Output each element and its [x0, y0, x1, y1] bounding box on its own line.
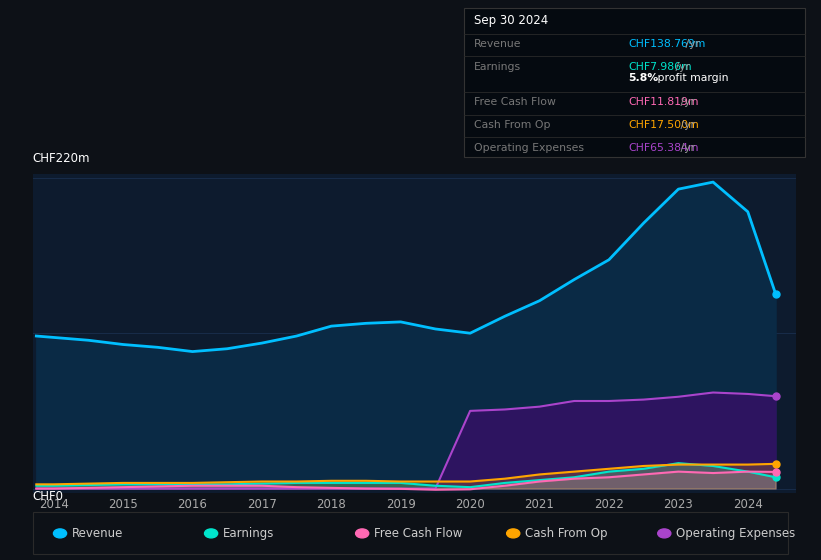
Text: /yr: /yr: [672, 62, 690, 72]
Text: /yr: /yr: [682, 39, 700, 49]
Text: Free Cash Flow: Free Cash Flow: [474, 97, 556, 107]
Text: 5.8%: 5.8%: [628, 73, 658, 83]
Text: Operating Expenses: Operating Expenses: [676, 527, 795, 540]
Text: Earnings: Earnings: [474, 62, 521, 72]
Text: Sep 30 2024: Sep 30 2024: [474, 15, 548, 27]
Text: Revenue: Revenue: [71, 527, 123, 540]
Text: Revenue: Revenue: [474, 39, 521, 49]
Text: profit margin: profit margin: [654, 73, 729, 83]
Text: CHF17.500m: CHF17.500m: [628, 120, 699, 130]
Text: CHF138.769m: CHF138.769m: [628, 39, 705, 49]
Text: /yr: /yr: [677, 97, 695, 107]
Text: Earnings: Earnings: [222, 527, 274, 540]
Text: CHF7.986m: CHF7.986m: [628, 62, 691, 72]
Text: Cash From Op: Cash From Op: [474, 120, 550, 130]
Text: Operating Expenses: Operating Expenses: [474, 143, 584, 153]
Text: CHF220m: CHF220m: [33, 152, 90, 165]
Text: CHF11.819m: CHF11.819m: [628, 97, 699, 107]
Text: CHF0: CHF0: [33, 490, 64, 503]
Text: Cash From Op: Cash From Op: [525, 527, 608, 540]
Text: /yr: /yr: [677, 143, 695, 153]
Text: /yr: /yr: [677, 120, 695, 130]
Text: Free Cash Flow: Free Cash Flow: [374, 527, 462, 540]
Text: CHF65.384m: CHF65.384m: [628, 143, 699, 153]
